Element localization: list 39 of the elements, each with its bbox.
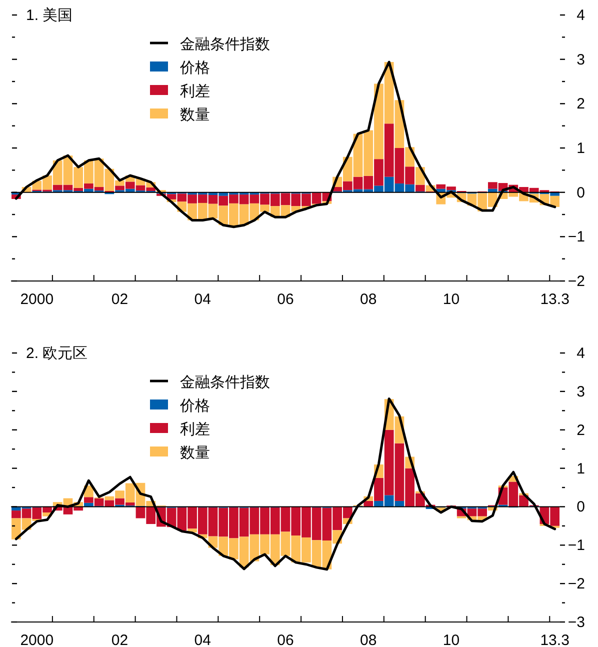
x-tick-label: 10 xyxy=(442,291,460,308)
y-tick-label: −1 xyxy=(568,228,585,246)
y-tick-label: −2 xyxy=(568,576,585,593)
y-tick-label: 2 xyxy=(576,422,585,439)
y-tick-label: 3 xyxy=(576,51,585,68)
x-tick-label: 2000 xyxy=(20,291,54,308)
legend-label: 金融条件指数 xyxy=(180,374,270,391)
chart-title: 1. 美国 xyxy=(26,7,73,24)
y-tick-label: −3 xyxy=(568,614,585,631)
x-tick-label: 06 xyxy=(277,632,294,647)
x-tick-label: 04 xyxy=(194,291,211,308)
y-tick-label: −2 xyxy=(568,273,585,290)
chart-title: 2. 欧元区 xyxy=(26,345,88,362)
legend-label: 数量 xyxy=(180,444,210,462)
y-tick-label: 1 xyxy=(576,460,585,478)
x-tick-label: 10 xyxy=(442,632,460,647)
x-tick-label: 08 xyxy=(360,291,377,308)
legend-label: 金融条件指数 xyxy=(180,36,270,53)
x-tick-label: 13.3 xyxy=(540,632,570,647)
legend-label: 利差 xyxy=(180,421,210,438)
y-tick-label: −1 xyxy=(568,537,585,554)
x-tick-label: 08 xyxy=(360,632,377,647)
x-tick-label: 13.3 xyxy=(540,291,570,308)
legend-label: 利差 xyxy=(180,83,210,100)
x-tick-label: 2000 xyxy=(20,632,54,647)
x-tick-label: 02 xyxy=(111,632,128,647)
x-tick-label: 06 xyxy=(277,291,294,308)
y-tick-label: 4 xyxy=(576,7,585,24)
x-tick-label: 04 xyxy=(194,632,211,647)
legend-label: 价格 xyxy=(179,398,210,414)
legend-label: 价格 xyxy=(179,60,210,76)
y-tick-label: 4 xyxy=(576,345,585,362)
y-tick-label: 3 xyxy=(576,383,585,400)
y-tick-label: 1 xyxy=(576,140,585,157)
y-tick-label: 0 xyxy=(576,498,585,516)
x-tick-label: 02 xyxy=(111,291,128,308)
legend-label: 数量 xyxy=(180,106,210,124)
y-tick-label: 2 xyxy=(576,96,585,113)
y-tick-label: 0 xyxy=(576,184,585,202)
